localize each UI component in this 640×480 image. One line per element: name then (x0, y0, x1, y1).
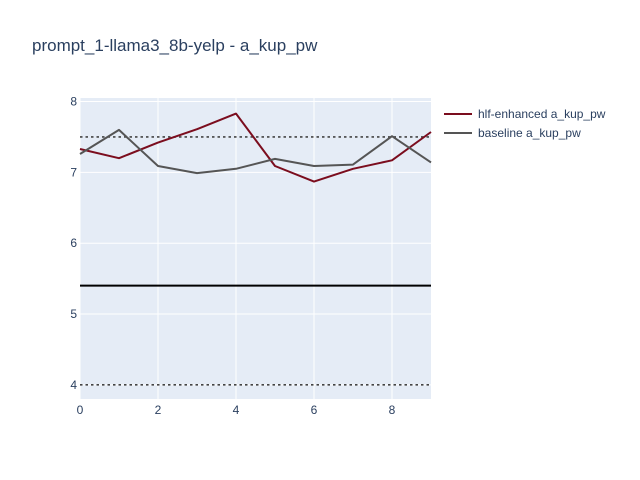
legend-item[interactable]: hlf-enhanced a_kup_pw (444, 107, 606, 121)
reference-lines (80, 136, 431, 386)
y-tick-label: 4 (70, 378, 77, 392)
x-tick-label: 4 (233, 403, 240, 417)
legend: hlf-enhanced a_kup_pw baseline a_kup_pw (444, 107, 606, 140)
series-lines (79, 112, 432, 183)
y-axis-ticks: 4 5 6 7 8 (70, 95, 77, 392)
x-tick-label: 0 (77, 403, 84, 417)
x-tick-label: 8 (389, 403, 396, 417)
y-tick-label: 5 (70, 307, 77, 321)
y-tick-label: 8 (70, 95, 77, 109)
series-line-hlf-enhanced (79, 112, 432, 183)
legend-label: hlf-enhanced a_kup_pw (478, 107, 606, 121)
x-tick-label: 2 (155, 403, 162, 417)
chart-title: prompt_1-llama3_8b-yelp - a_kup_pw (32, 36, 318, 55)
x-axis-ticks: 0 2 4 6 8 (77, 403, 396, 417)
y-tick-label: 6 (70, 236, 77, 250)
grid (79, 98, 431, 399)
legend-item[interactable]: baseline a_kup_pw (444, 126, 581, 140)
series-line-baseline (79, 128, 432, 175)
x-tick-label: 6 (311, 403, 318, 417)
legend-label: baseline a_kup_pw (478, 126, 581, 140)
y-tick-label: 7 (70, 165, 77, 179)
